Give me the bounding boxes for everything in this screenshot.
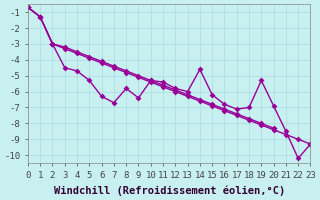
X-axis label: Windchill (Refroidissement éolien,°C): Windchill (Refroidissement éolien,°C) (53, 185, 285, 196)
